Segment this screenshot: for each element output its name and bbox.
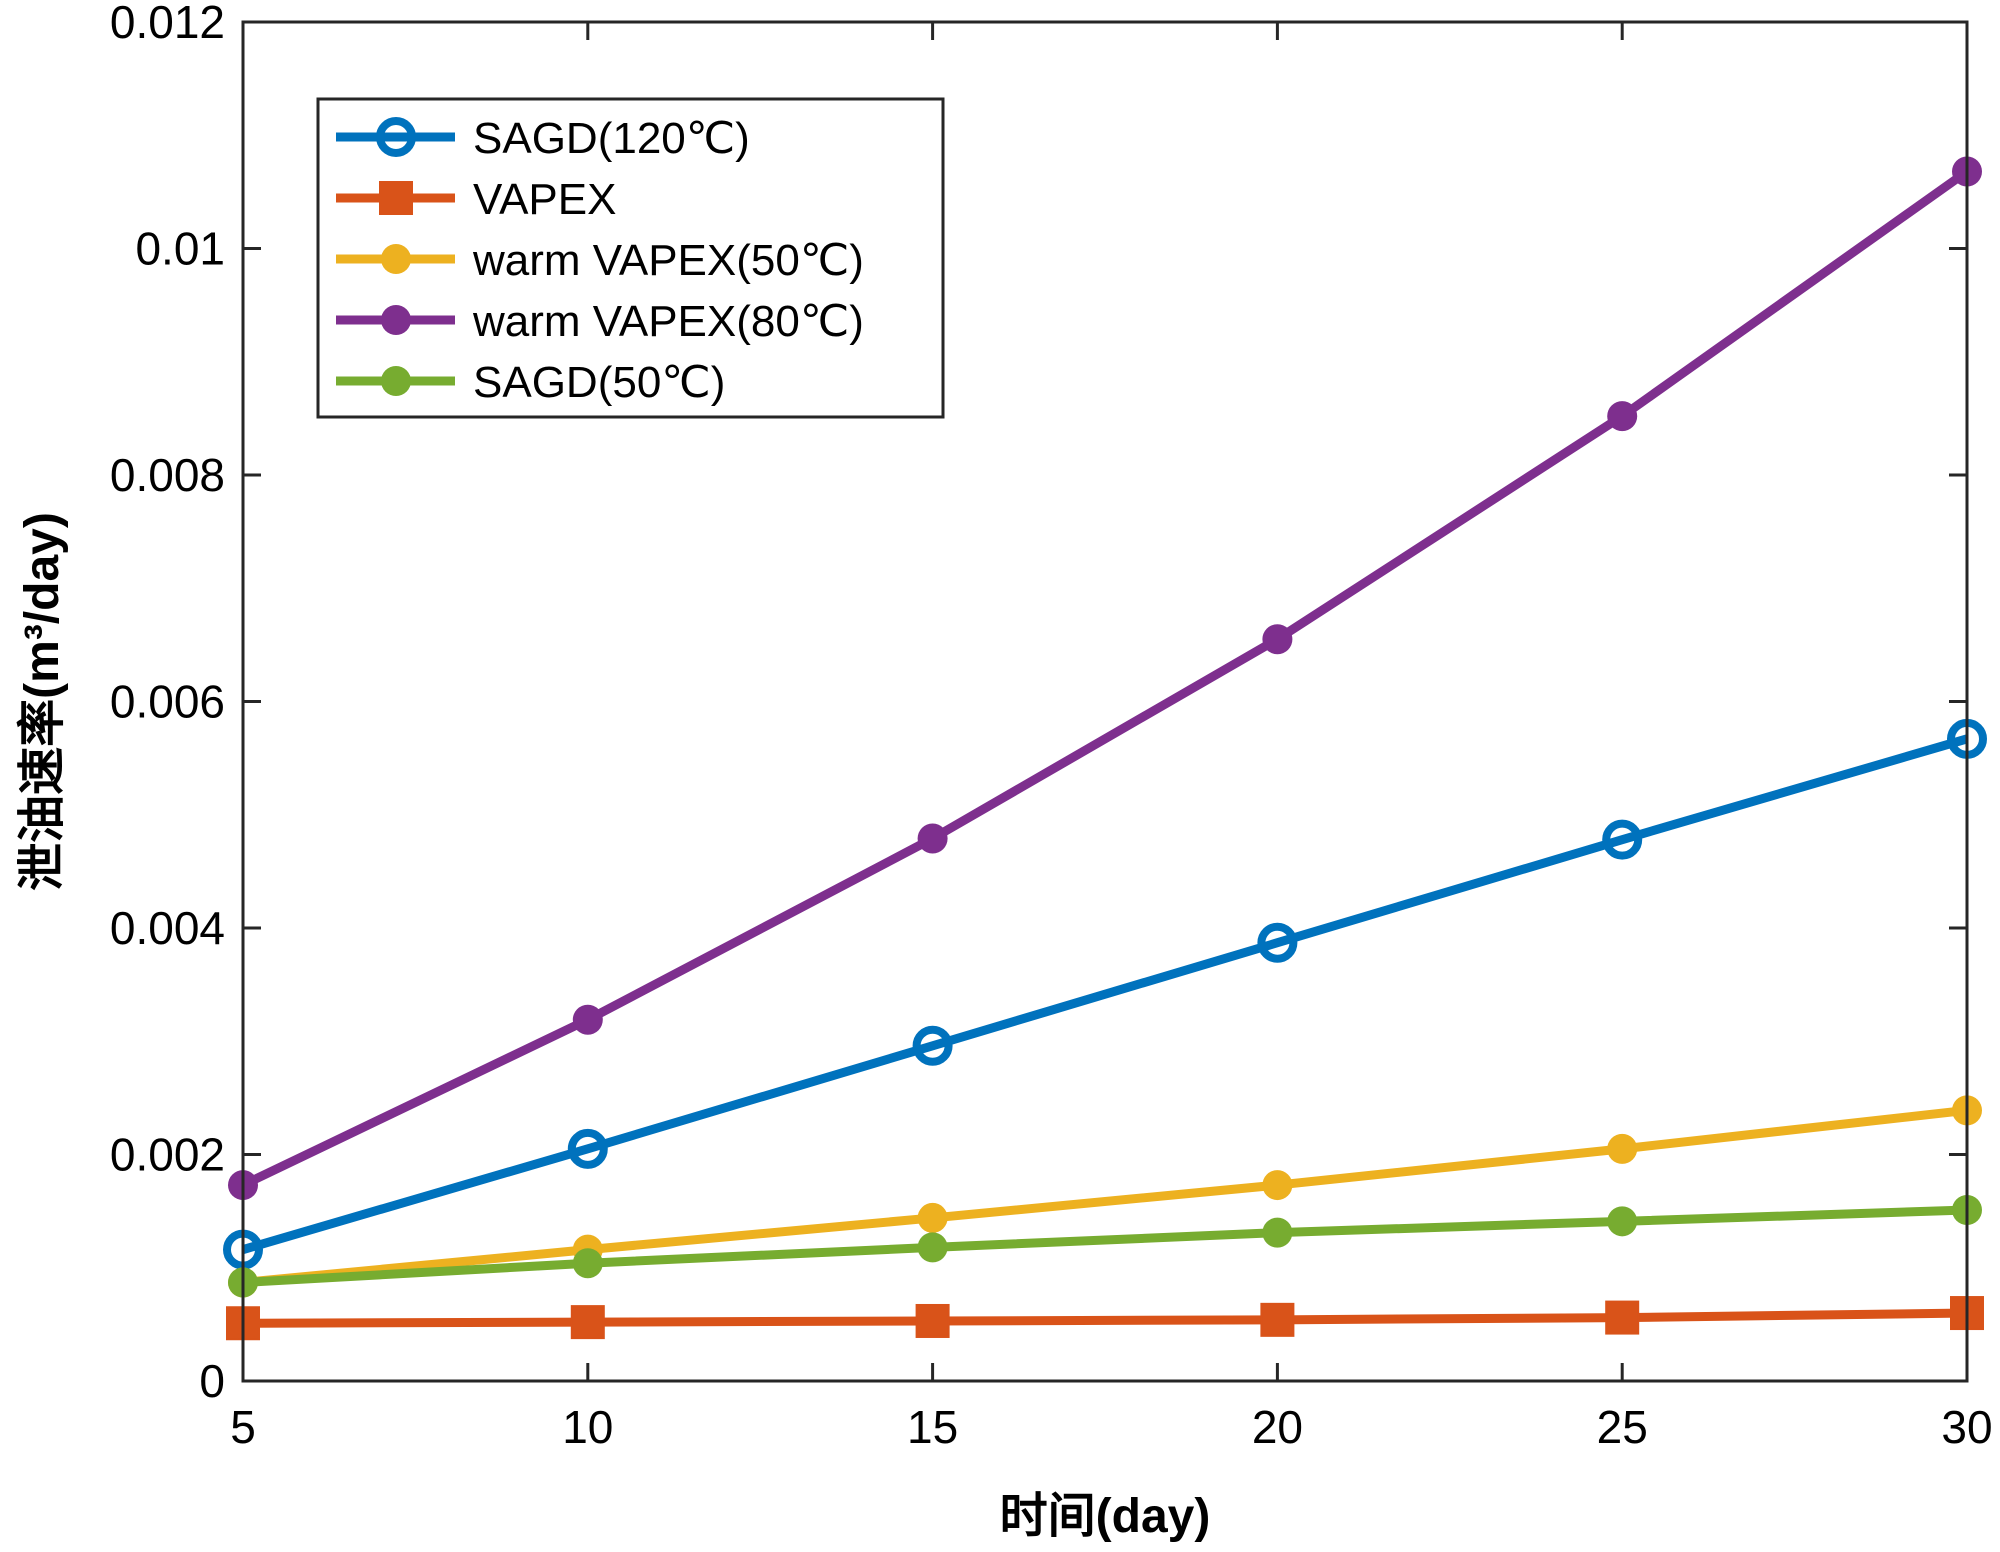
data-point [1607, 401, 1638, 432]
data-point [915, 1303, 950, 1338]
x-tick-label: 10 [562, 1401, 613, 1453]
data-point [1257, 922, 1298, 963]
legend-marker [381, 305, 411, 335]
legend-label: warm VAPEX(80℃) [472, 297, 864, 346]
y-tick-label: 0.012 [110, 0, 225, 48]
data-point [1605, 1300, 1640, 1335]
legend-marker [379, 181, 413, 215]
legend: SAGD(120℃) VAPEX warm VAPEX(50℃) warm VAPEX… [316, 97, 945, 419]
series-0 [223, 718, 1987, 1270]
y-tick-label: 0.01 [135, 223, 225, 275]
data-point [1262, 1170, 1293, 1201]
series-line [242, 1205, 1968, 1287]
legend-marker [381, 366, 411, 396]
x-axis-title: 时间(day) [1000, 1490, 1211, 1543]
x-tick-label: 20 [1252, 1401, 1303, 1453]
y-tick-label: 0 [199, 1355, 225, 1407]
legend-item: SAGD(120℃) [336, 114, 750, 163]
series-line [242, 1105, 1968, 1287]
legend-label: warm VAPEX(50℃) [472, 236, 864, 285]
series-line [241, 167, 1970, 1190]
data-point [917, 1232, 948, 1263]
legend-label: SAGD(120℃) [473, 114, 750, 163]
x-tick-label: 5 [230, 1401, 256, 1453]
data-point [572, 1248, 603, 1279]
y-tick-label: 0.004 [110, 902, 225, 954]
legend-marker [376, 117, 416, 157]
legend-marker [381, 244, 411, 274]
data-point [567, 1128, 608, 1169]
x-tick-label: 15 [907, 1401, 958, 1453]
data-point [570, 1305, 605, 1340]
legend-item: warm VAPEX(80℃) [336, 297, 864, 346]
data-point [917, 823, 948, 854]
y-axis-title: 泄油速率(m³/day) [16, 512, 69, 891]
data-point [1262, 1217, 1293, 1248]
data-point [912, 1025, 953, 1066]
series-layer [223, 156, 1987, 1341]
data-point [1607, 1133, 1638, 1164]
series-1 [226, 1296, 1984, 1341]
data-point [1260, 1302, 1295, 1337]
data-point [572, 1004, 603, 1035]
data-point [1602, 819, 1643, 860]
legend-label: SAGD(50℃) [473, 358, 725, 407]
y-tick-label: 0.008 [110, 449, 225, 501]
series-line [242, 1308, 1968, 1328]
series-line [241, 734, 1969, 1254]
legend-item: VAPEX [336, 175, 616, 224]
data-point [917, 1202, 948, 1233]
legend-item: warm VAPEX(50℃) [336, 236, 864, 285]
legend-item: SAGD(50℃) [336, 358, 725, 407]
x-tick-label: 25 [1597, 1401, 1648, 1453]
axis-ticks: 5 10 15 20 25 30 0 0.002 0.004 0.006 0.008 0.01 0.01… [110, 0, 1993, 1453]
legend-box [316, 97, 945, 419]
legend-label: VAPEX [473, 175, 616, 224]
y-tick-label: 0.006 [110, 676, 225, 728]
y-tick-label: 0.002 [110, 1129, 225, 1181]
x-tick-label: 30 [1941, 1401, 1992, 1453]
series-4 [228, 1194, 1982, 1298]
series-3 [228, 156, 1982, 1201]
data-point [1262, 624, 1293, 655]
data-point [1607, 1206, 1638, 1237]
